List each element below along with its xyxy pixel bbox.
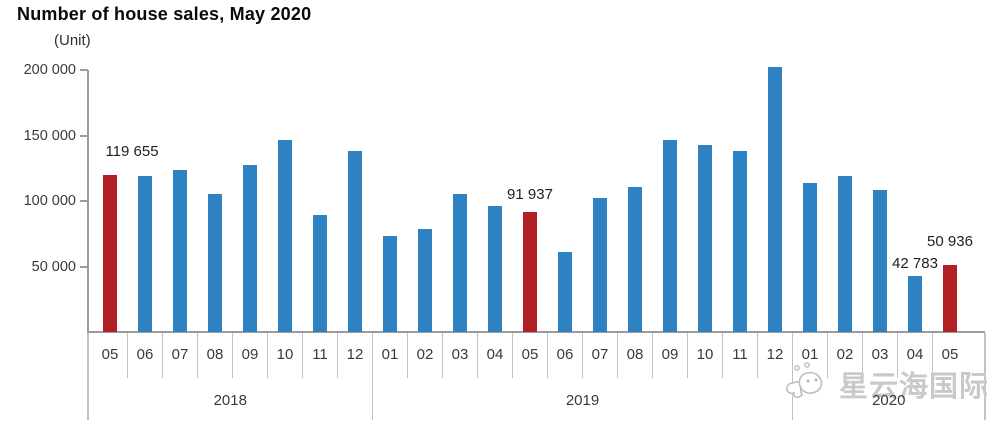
bar: [348, 151, 362, 332]
month-divider: [546, 333, 549, 378]
month-divider: [896, 333, 899, 378]
year-label: 2018: [213, 392, 247, 409]
year-divider: [87, 333, 89, 420]
bar: [103, 175, 117, 332]
month-label: 08: [626, 346, 644, 363]
bar: [418, 229, 432, 332]
month-label: 01: [381, 346, 399, 363]
month-divider: [406, 333, 409, 378]
month-divider: [861, 333, 864, 378]
month-label: 10: [696, 346, 714, 363]
y-tick-label: 150 000: [23, 127, 76, 144]
month-label: 09: [661, 346, 679, 363]
month-label: 01: [801, 346, 819, 363]
bar: [558, 252, 572, 332]
y-tick-label: 200 000: [23, 62, 76, 78]
bar: [768, 67, 782, 332]
year-label: 2019: [565, 392, 600, 409]
month-label: 06: [556, 346, 574, 363]
bar-value-label: 50 936: [927, 233, 973, 250]
month-divider: [336, 333, 339, 378]
month-label: 11: [732, 346, 748, 363]
month-label: 03: [871, 346, 889, 363]
bar: [733, 151, 747, 332]
month-divider: [651, 333, 654, 378]
bar-value-label: 91 937: [507, 186, 553, 203]
month-label: 07: [171, 346, 189, 363]
bar-value-label: 42 783: [892, 255, 938, 272]
bar: [453, 194, 467, 332]
bar: [803, 183, 817, 332]
month-divider: [756, 333, 759, 378]
month-divider: [231, 333, 234, 378]
month-label: 04: [486, 346, 504, 363]
y-tick: [80, 200, 88, 202]
month-label: 12: [766, 346, 784, 363]
month-divider: [161, 333, 164, 378]
x-axis-line: [87, 331, 985, 333]
month-divider: [511, 333, 514, 378]
bar: [838, 176, 852, 332]
bar: [593, 198, 607, 332]
year-label: 2020: [872, 392, 906, 409]
month-divider: [721, 333, 724, 378]
bar: [908, 276, 922, 332]
month-label: 11: [312, 346, 328, 363]
month-divider: [441, 333, 444, 378]
month-label: 08: [206, 346, 224, 363]
bar: [873, 190, 887, 332]
y-axis-line: [87, 70, 89, 332]
y-tick-label: 100 000: [23, 193, 76, 209]
bar: [628, 187, 642, 332]
bar: [663, 140, 677, 332]
month-divider: [616, 333, 619, 378]
month-label: 02: [416, 346, 434, 363]
month-label: 09: [241, 346, 259, 363]
month-label: 10: [276, 346, 294, 363]
month-divider: [266, 333, 269, 378]
bar: [383, 236, 397, 332]
month-divider: [301, 333, 304, 378]
bar: [698, 145, 712, 332]
month-divider: [476, 333, 479, 378]
year-divider: [371, 333, 374, 420]
month-divider: [931, 333, 934, 378]
y-tick-label: 50 000: [31, 258, 76, 275]
bar: [208, 194, 222, 332]
month-label: 02: [836, 346, 854, 363]
month-label: 12: [346, 346, 364, 363]
bar: [243, 165, 257, 332]
month-divider: [126, 333, 129, 378]
bar: [488, 206, 502, 332]
month-divider: [581, 333, 584, 378]
month-label: 07: [591, 346, 609, 363]
month-label: 04: [906, 346, 924, 363]
month-label: 03: [451, 346, 469, 363]
year-divider: [791, 333, 794, 420]
bar: [173, 170, 187, 332]
y-tick: [80, 265, 88, 268]
bar: [943, 265, 957, 332]
unit-label: (Unit): [54, 32, 91, 49]
month-divider: [686, 333, 689, 378]
bar: [278, 140, 292, 332]
month-label: 05: [941, 346, 959, 363]
bar: [313, 215, 327, 332]
chart-title: Number of house sales, May 2020: [17, 4, 312, 24]
y-tick: [80, 134, 88, 137]
month-label: 05: [521, 346, 539, 363]
bar: [138, 176, 152, 332]
bar: [523, 212, 537, 332]
bar-value-label: 119 655: [105, 143, 159, 160]
month-label: 05: [101, 346, 119, 363]
y-tick: [80, 69, 88, 71]
month-label: 06: [136, 346, 154, 363]
month-divider: [826, 333, 829, 378]
year-divider: [984, 333, 986, 420]
month-divider: [196, 333, 199, 378]
